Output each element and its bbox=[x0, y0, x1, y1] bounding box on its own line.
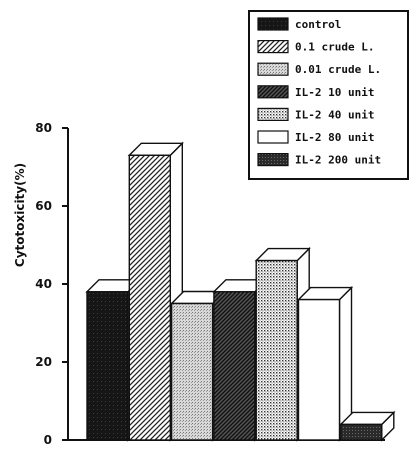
legend-swatch bbox=[257, 39, 289, 54]
bar-front-face bbox=[297, 298, 341, 441]
bar-front-face bbox=[255, 259, 298, 441]
legend-label: IL-2 200 unit bbox=[295, 154, 381, 167]
bar-il-2-80-unit bbox=[296, 285, 354, 442]
legend-label: IL-2 80 unit bbox=[295, 131, 374, 144]
legend-item: IL-2 10 unit bbox=[257, 85, 374, 99]
legend-item: IL-2 80 unit bbox=[257, 130, 374, 144]
y-tick-label: 80 bbox=[35, 121, 52, 135]
legend-label: 0.1 crude L. bbox=[295, 41, 374, 54]
legend-swatch bbox=[257, 107, 289, 122]
legend: control 0.1 crude L. 0.01 crude L. IL-2 10 … bbox=[248, 10, 409, 180]
legend-swatch bbox=[257, 62, 289, 76]
bar-front-face bbox=[86, 291, 129, 441]
legend-item: 0.01 crude L. bbox=[257, 62, 381, 76]
bar-front-face bbox=[213, 291, 256, 441]
bar-front-face bbox=[170, 302, 214, 441]
y-axis-label: Cytotoxicity(%) bbox=[13, 163, 27, 267]
legend-label: 0.01 crude L. bbox=[295, 63, 381, 76]
y-ticks: 0 20 40 60 80 bbox=[35, 121, 68, 447]
y-tick-label: 40 bbox=[35, 277, 52, 291]
bar-front-face bbox=[128, 154, 172, 441]
legend-item: 0.1 crude L. bbox=[257, 39, 374, 54]
legend-swatch bbox=[257, 17, 289, 31]
bars bbox=[85, 141, 396, 442]
legend-label: IL-2 10 unit bbox=[295, 86, 374, 99]
legend-item: control bbox=[257, 17, 341, 31]
legend-item: IL-2 40 unit bbox=[257, 107, 374, 122]
legend-swatch bbox=[257, 153, 289, 167]
y-tick-label: 20 bbox=[35, 355, 52, 369]
y-tick-label: 0 bbox=[44, 433, 52, 447]
bar-front-face bbox=[340, 423, 383, 441]
bar-il-2-200-unit bbox=[339, 410, 396, 442]
legend-swatch bbox=[257, 85, 289, 99]
legend-label: IL-2 40 unit bbox=[295, 108, 374, 121]
legend-swatch bbox=[257, 130, 289, 144]
y-tick-label: 60 bbox=[35, 199, 52, 213]
legend-label: control bbox=[295, 18, 341, 31]
legend-item: IL-2 200 unit bbox=[257, 153, 381, 167]
